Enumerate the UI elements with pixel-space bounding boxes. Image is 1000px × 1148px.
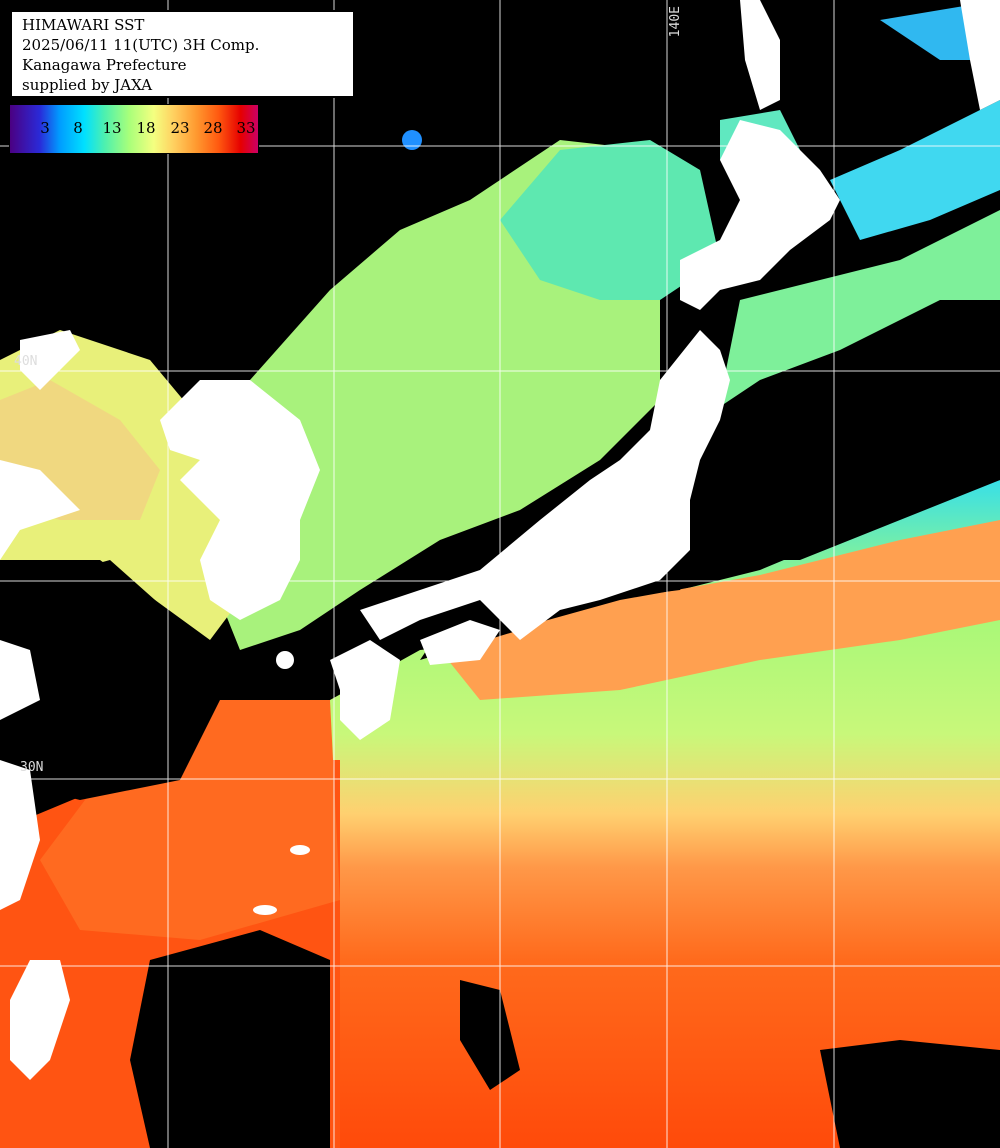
legend-tick-33: 33 xyxy=(236,119,256,137)
cloud-southeast xyxy=(820,1040,1000,1148)
legend-tick-3: 3 xyxy=(40,119,50,137)
land-ryukyu-2 xyxy=(253,905,277,915)
land-taiwan xyxy=(10,960,70,1080)
lon-label-140e: 140E xyxy=(668,6,683,38)
sea-of-japan-north xyxy=(500,140,720,300)
okhotsk-cold xyxy=(830,100,1000,240)
land-korea xyxy=(160,380,320,620)
cloud-band-east xyxy=(700,300,1000,560)
lat-label-40n: 40N xyxy=(14,354,38,369)
cloud-south-islands xyxy=(460,980,520,1090)
pacific-orange-band xyxy=(440,520,1000,700)
info-box: HIMAWARI SST 2025/06/11 11(UTC) 3H Comp.… xyxy=(10,10,355,98)
land-china xyxy=(0,460,80,910)
land-jeju xyxy=(276,651,294,669)
lat-label-30n: 30N xyxy=(20,760,44,775)
legend-tick-8: 8 xyxy=(73,119,83,137)
land-kyushu xyxy=(330,640,400,740)
east-china-sea xyxy=(40,700,340,940)
observation-time: 2025/06/11 11(UTC) 3H Comp. xyxy=(22,36,260,54)
legend-tick-23: 23 xyxy=(170,119,190,137)
ulleung-cold-spot xyxy=(402,130,422,150)
land-honshu xyxy=(360,330,730,640)
land-liaodong xyxy=(20,330,80,390)
cloud-southwest xyxy=(130,930,330,1148)
color-legend: 3 8 13 18 23 28 33 xyxy=(9,104,259,154)
product-title: HIMAWARI SST xyxy=(22,16,145,34)
legend-tick-13: 13 xyxy=(102,119,122,137)
legend-tick-18: 18 xyxy=(136,119,156,137)
land-shikoku xyxy=(420,620,500,665)
legend-tick-28: 28 xyxy=(203,119,223,137)
land-ryukyu-1 xyxy=(290,845,310,855)
provider-prefecture: Kanagawa Prefecture xyxy=(22,56,187,74)
data-source: supplied by JAXA xyxy=(22,76,153,94)
land-sakhalin-kuril xyxy=(740,0,1000,110)
land-hokkaido xyxy=(680,120,840,310)
cloud-china-coast xyxy=(0,560,220,800)
